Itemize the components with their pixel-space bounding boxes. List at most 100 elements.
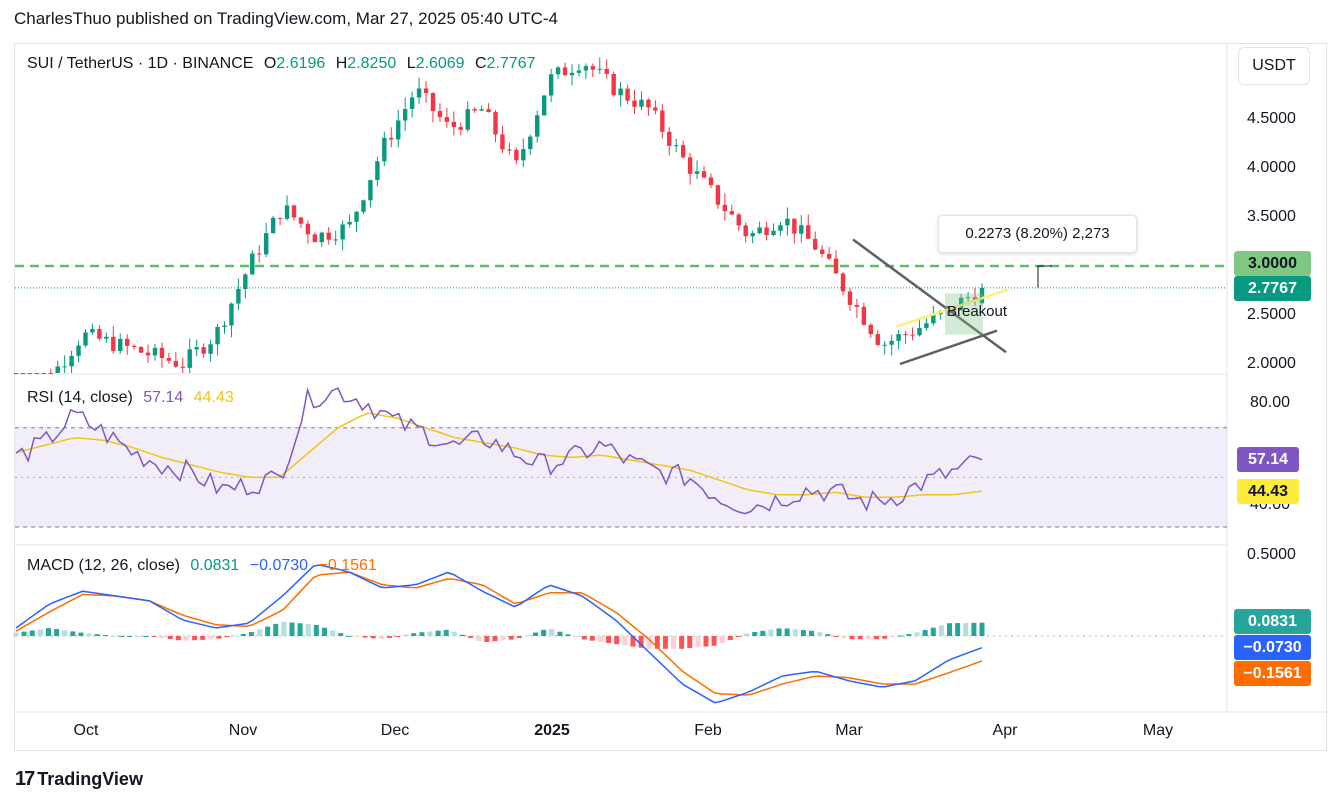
tradingview-logo[interactable]: 17 TradingView — [15, 768, 143, 791]
candle-body — [687, 157, 693, 174]
macd-histogram-bar — [45, 628, 51, 636]
candle-body — [437, 110, 443, 118]
macd-histogram-bar — [646, 636, 652, 649]
macd-title[interactable]: MACD (12, 26, close) — [27, 557, 180, 574]
breakout-annotation: Breakout — [947, 303, 1008, 320]
currency-selector[interactable]: USDT — [1238, 47, 1310, 85]
macd-histogram-bar — [606, 636, 612, 643]
macd-histogram-bar — [565, 634, 571, 636]
candle-body — [34, 373, 40, 374]
candle-body — [590, 66, 596, 70]
candle-body — [277, 217, 283, 219]
rsi-badge: 57.14 — [1237, 447, 1299, 472]
candle-body — [931, 314, 936, 324]
macd-histogram-bar — [711, 636, 717, 646]
macd-histogram-bar — [167, 636, 173, 640]
rsi-line — [15, 386, 983, 515]
macd-histogram-bar — [955, 623, 961, 636]
macd-histogram-bar — [922, 629, 928, 636]
macd-histogram-bar — [882, 636, 888, 639]
macd-histogram-bar — [232, 635, 238, 637]
candle-body — [389, 137, 394, 140]
macd-value: −0.0730 — [249, 557, 309, 574]
macd-histogram-bar — [313, 624, 319, 636]
close-value: 2.7767 — [486, 55, 536, 72]
macd-histogram-bar — [151, 636, 157, 637]
macd-histogram-bar — [451, 631, 457, 636]
candle-body — [375, 161, 380, 181]
macd-histogram-bar — [654, 636, 660, 649]
time-tick: Dec — [380, 722, 410, 739]
macd-histogram-bar — [200, 636, 206, 640]
macd-histogram-bar — [589, 636, 595, 641]
candle-body — [604, 68, 609, 74]
macd-histogram-bar — [873, 636, 879, 640]
macd-histogram-bar — [484, 636, 490, 642]
macd-histogram-bar — [768, 629, 774, 636]
macd-histogram-bar — [524, 635, 530, 637]
rsi-title[interactable]: RSI (14, close) — [27, 389, 133, 406]
candle-body — [743, 225, 748, 237]
macd-histogram-bar — [800, 630, 806, 636]
candle-body — [131, 345, 137, 348]
candle-body — [521, 149, 526, 161]
candle-body — [625, 88, 630, 101]
rsi-ma-badge: 44.43 — [1237, 479, 1299, 504]
macd-histogram-bar — [94, 634, 100, 636]
macd-histogram-bar — [930, 627, 936, 636]
candle-body — [319, 232, 324, 243]
candle-body — [555, 67, 561, 75]
candle-body — [548, 74, 554, 96]
macd-histogram-bar — [297, 623, 303, 636]
last-price-badge: 2.7767 — [1234, 276, 1311, 301]
resistance-badge: 3.0000 — [1234, 251, 1311, 276]
candle-body — [312, 234, 318, 243]
candle-body — [889, 340, 894, 345]
candle-body — [83, 332, 88, 346]
breakout-line — [895, 288, 1009, 328]
chart-frame[interactable] — [14, 43, 1327, 751]
macd-histogram-bar — [703, 636, 709, 647]
candle-body — [152, 347, 158, 356]
breakout-highlight — [945, 293, 983, 335]
macd-histogram-bar — [411, 633, 417, 636]
open-value: 2.6196 — [276, 55, 326, 72]
candle-body — [194, 347, 199, 350]
macd-histogram-bar — [289, 622, 295, 636]
candle-body — [792, 218, 797, 234]
candle-body — [166, 358, 172, 361]
time-tick: 2025 — [534, 722, 570, 739]
macd-histogram-bar — [833, 636, 839, 637]
candle-body — [423, 88, 429, 94]
macd-histogram-bar — [419, 632, 425, 636]
candle-body — [284, 205, 290, 219]
macd-histogram-bar — [13, 632, 19, 636]
macd-histogram-bar — [841, 636, 847, 639]
macd-histogram-bar — [573, 636, 579, 638]
macd-histogram-bar — [403, 634, 409, 636]
macd-histogram-bar — [330, 630, 336, 636]
candle-body — [138, 347, 144, 353]
symbol-label[interactable]: SUI / TetherUS · 1D · BINANCE — [27, 55, 254, 72]
macd-histogram-bar — [257, 629, 263, 636]
open-label: O — [263, 55, 277, 72]
candle-body — [159, 347, 165, 359]
macd-histogram-bar — [947, 623, 953, 636]
candle-body — [222, 325, 227, 327]
candle-body — [298, 217, 304, 224]
candle-body — [180, 366, 185, 368]
candle-body — [69, 355, 74, 367]
candle-body — [104, 336, 109, 339]
candle-body — [924, 323, 929, 329]
time-tick: Nov — [228, 722, 258, 739]
candle-body — [847, 291, 853, 305]
macd-histogram-bar — [849, 636, 855, 640]
macd-histogram-bar — [963, 622, 969, 636]
candle-body — [708, 177, 714, 186]
candle-body — [840, 273, 846, 292]
macd-histogram-bar — [735, 636, 741, 637]
macd-hist-value: 0.0831 — [190, 557, 240, 574]
macd-histogram-bar — [354, 636, 360, 637]
candle-body — [528, 136, 533, 150]
